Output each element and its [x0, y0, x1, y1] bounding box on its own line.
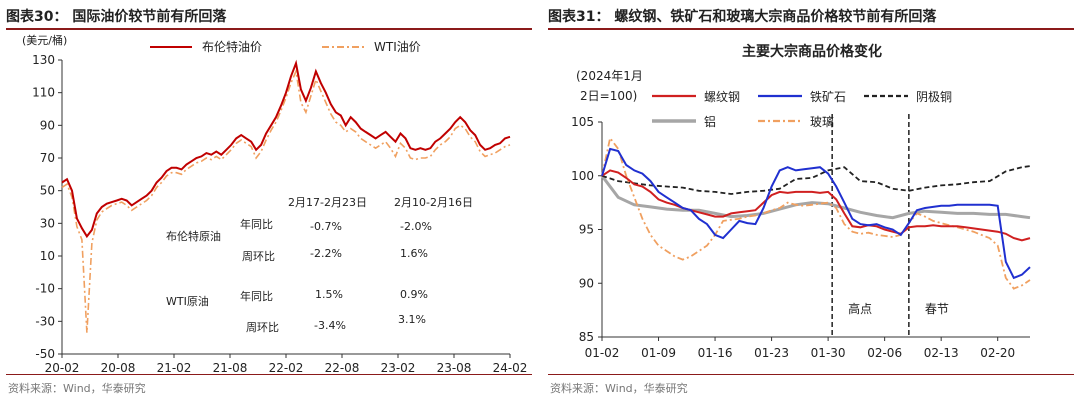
right-chart-title: 主要大宗商品价格变化 [742, 43, 882, 60]
right-x-tick-label: 02-06 [867, 346, 902, 360]
right-legend-label: 螺纹钢 [704, 90, 740, 104]
left-panel: 图表30： 国际油价较节前有所回落 (美元/桶) -50 -30 -10 10 30 50 7… [0, 0, 538, 409]
right-x-tick-label: 01-02 [585, 346, 620, 360]
left-y-tick-label: 130 [32, 53, 55, 67]
left-annot-header-1: 2月17-2月23日 [288, 196, 367, 209]
right-figure-title: 图表31： 螺纹钢、铁矿石和玻璃大宗商品价格较节前有所回落 [548, 9, 937, 25]
left-y-tick-label: 50 [40, 184, 55, 198]
left-y-tick-label: 110 [32, 86, 55, 100]
right-title-rule [548, 28, 1074, 30]
right-vline-label: 春节 [925, 302, 949, 316]
left-y-tick-label: -10 [35, 282, 55, 296]
left-x-tick-label: 20-08 [101, 361, 136, 375]
left-y-tick-label: 30 [40, 216, 55, 230]
left-annot-header-2: 2月10-2月16日 [394, 196, 473, 209]
left-annot-yoy-label: 年同比 [240, 217, 273, 231]
left-source-note: 资料来源：Wind，华泰研究 [8, 382, 146, 395]
left-annot-wti-label: WTI原油 [166, 294, 209, 308]
right-y-tick-label: 100 [571, 169, 594, 183]
left-legend-label: 布伦特油价 [202, 39, 262, 54]
left-x-tick-label: 21-02 [157, 361, 192, 375]
right-y-axis-label-line1: (2024年1月 [576, 69, 643, 83]
left-y-tick-label: 90 [40, 118, 55, 132]
left-y-tick-label: -50 [35, 347, 55, 361]
left-annot-brent-yoy-2: -2.0% [400, 220, 432, 233]
left-annot-wow-label: 周环比 [242, 250, 275, 263]
left-y-tick-label: 10 [40, 249, 55, 263]
left-annot-brent-wow-1: -2.2% [310, 247, 342, 260]
left-figure-title: 图表30： 国际油价较节前有所回落 [6, 9, 227, 25]
right-chart: 主要大宗商品价格变化 (2024年1月 2日=100) 85 90 95 100 105 01-… [571, 43, 1031, 360]
right-legend-label: 玻璃 [810, 115, 834, 129]
left-annot-wti-wow-2: 3.1% [398, 313, 426, 326]
right-x-tick-label: 02-20 [980, 346, 1015, 360]
left-y-tick-label: 70 [40, 151, 55, 165]
right-panel: 图表31： 螺纹钢、铁矿石和玻璃大宗商品价格较节前有所回落 主要大宗商品价格变化… [542, 0, 1080, 409]
left-x-tick-label: 22-02 [269, 361, 304, 375]
right-series-line [600, 174, 1031, 220]
right-legend-label: 铝 [704, 114, 716, 129]
left-title-rule [6, 28, 532, 30]
right-y-tick-label: 105 [571, 115, 594, 129]
left-y-axis-label: (美元/桶) [22, 33, 67, 47]
right-y-axis-label-line2: 2日=100) [580, 89, 637, 103]
left-annot-wti-yoy-2: 0.9% [400, 288, 428, 301]
right-series-line [601, 135, 1031, 290]
left-x-tick-label: 24-02 [493, 361, 528, 375]
right-x-tick-label: 01-30 [811, 346, 846, 360]
left-x-tick-label: 23-02 [381, 361, 416, 375]
left-annot-brent-yoy-1: -0.7% [310, 220, 342, 233]
left-annot-wti-yoy-1: 1.5% [315, 288, 343, 301]
left-series-line-brent [61, 59, 511, 239]
right-series-line [601, 169, 1031, 242]
left-x-tick-label: 21-08 [213, 361, 248, 375]
left-bottom-rule [6, 374, 532, 375]
right-vline-label: 高点 [848, 301, 872, 316]
left-series-line-wti [61, 68, 511, 333]
right-y-tick-label: 90 [579, 276, 594, 290]
left-x-tick-label: 20-02 [45, 361, 80, 375]
right-x-tick-label: 01-16 [698, 346, 733, 360]
left-x-tick-label: 22-08 [325, 361, 360, 375]
right-x-tick-label: 01-09 [641, 346, 676, 360]
left-y-tick-label: -30 [35, 314, 55, 328]
right-series-line [601, 147, 1031, 280]
right-y-tick-label: 85 [579, 330, 594, 344]
right-legend-label: 阴极铜 [916, 89, 952, 104]
left-annot-wow-label: 周环比 [246, 321, 279, 334]
right-y-tick-label: 95 [579, 223, 594, 237]
left-annot-brent-label: 布伦特原油 [166, 229, 221, 243]
right-x-tick-label: 02-13 [924, 346, 959, 360]
right-source-note: 资料来源：Wind，华泰研究 [550, 382, 688, 395]
right-bottom-rule [548, 374, 1074, 375]
left-chart: (美元/桶) -50 -30 -10 10 30 50 70 90 110 130 20-02 20-0… [22, 33, 528, 375]
left-annot-brent-wow-2: 1.6% [400, 247, 428, 260]
right-legend-label: 铁矿石 [810, 90, 846, 104]
right-series-line [601, 165, 1031, 195]
right-x-tick-label: 01-23 [754, 346, 789, 360]
left-annot-yoy-label: 年同比 [240, 289, 273, 303]
left-annot-wti-wow-1: -3.4% [314, 319, 346, 332]
left-x-tick-label: 23-08 [437, 361, 472, 375]
left-legend-label: WTI油价 [374, 40, 421, 54]
